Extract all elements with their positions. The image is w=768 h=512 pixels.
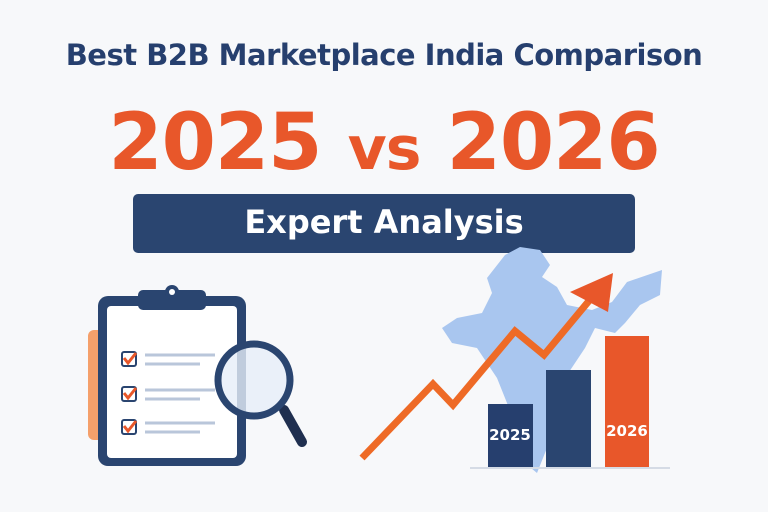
bar-2026 [605, 336, 649, 467]
bar-2025 [488, 404, 533, 467]
magnifying-glass-icon [214, 340, 307, 447]
clipboard-checklist-icon [88, 285, 246, 466]
bar-middle [546, 370, 591, 467]
year-right: 2026 [446, 98, 661, 188]
bar-label-2026: 2026 [606, 422, 648, 440]
vs-text: vs [347, 114, 422, 184]
year-left: 2025 [108, 98, 322, 188]
trend-arrow-icon [359, 273, 613, 461]
india-map-icon [442, 247, 662, 473]
page-title: Best B2B Marketplace India Comparison [65, 38, 703, 72]
year-comparison-heading: 2025 vs 2026 [0, 98, 768, 188]
expert-analysis-banner: Expert Analysis [133, 194, 635, 253]
bar-label-2025: 2025 [489, 426, 531, 444]
bar-chart: 2025 2026 [470, 336, 670, 469]
